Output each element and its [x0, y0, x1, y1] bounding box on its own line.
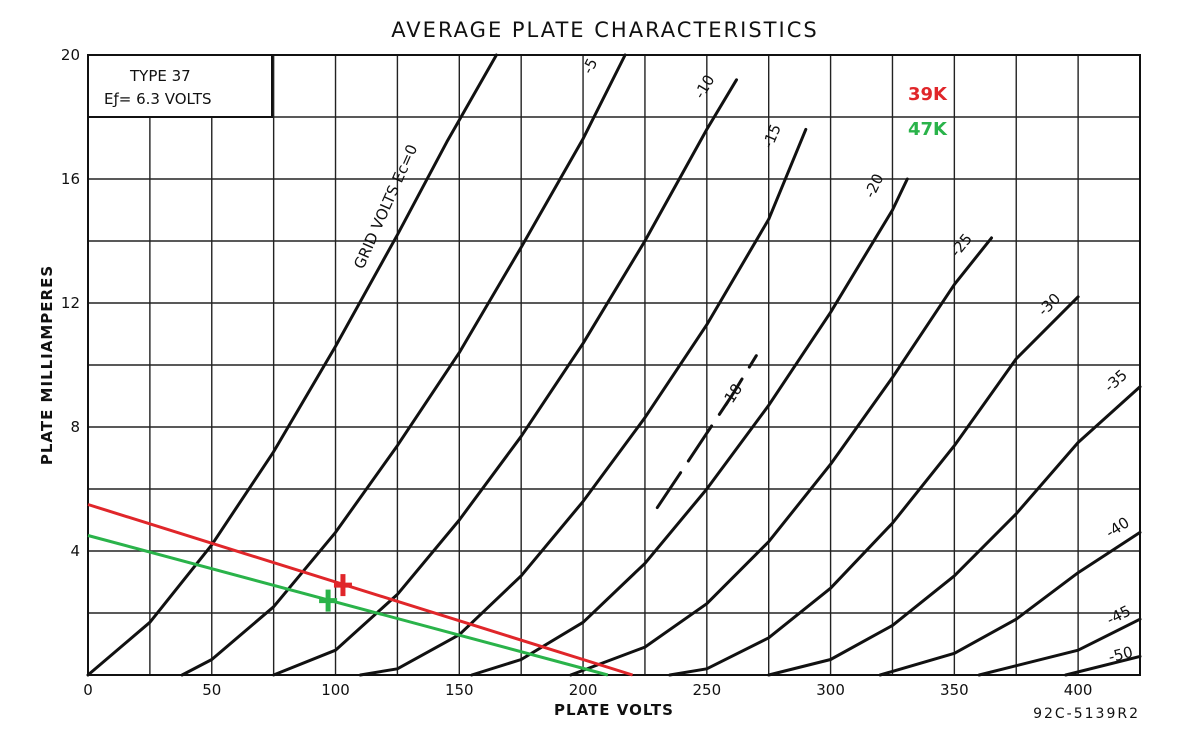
curve-label: -10 [690, 72, 718, 102]
x-tick-label: 350 [940, 681, 969, 699]
axis-ticks: 0 50 100 150 200 250 300 350 400 4 8 12 16 20 [61, 46, 1093, 699]
plate-curve-minus-5 [180, 53, 627, 677]
plate-curve-minus-45 [977, 617, 1142, 677]
x-tick-label: 250 [693, 681, 722, 699]
info-box-frame [87, 54, 273, 118]
plate-curve-minus-40 [878, 530, 1142, 677]
curve-label: -18 [718, 380, 747, 410]
curve-label: -15 [759, 121, 785, 151]
curve-label: -25 [947, 230, 976, 260]
x-tick-label: 0 [83, 681, 93, 699]
y-tick-label: 12 [61, 294, 80, 312]
plate-curve-minus-18 [655, 354, 758, 510]
plate-curve-ec-0 [86, 53, 498, 677]
operating-point-47k [319, 589, 338, 612]
x-tick-label: 200 [569, 681, 598, 699]
plate-curves [86, 53, 1142, 677]
curve-label: -5 [579, 55, 602, 76]
operating-point-39k [333, 574, 352, 597]
x-tick-label: 150 [445, 681, 474, 699]
legend-39k: 39K [908, 84, 948, 105]
figure-code: 92C-5139R2 [1033, 706, 1140, 722]
curve-label: -40 [1102, 513, 1132, 541]
chart-title: AVERAGE PLATE CHARACTERISTICS [391, 18, 818, 42]
y-axis-label: PLATE MILLIAMPERES [38, 265, 56, 465]
curve-labels: -5-10-15-18-20-25-30-35-40-45-50 [579, 55, 1135, 666]
plate-curve-minus-15 [358, 127, 808, 677]
y-tick-label: 20 [61, 46, 80, 64]
y-tick-label: 16 [61, 170, 80, 188]
load-line-39k [87, 503, 634, 677]
plate-curve-minus-30 [668, 295, 1080, 677]
x-tick-label: 100 [321, 681, 350, 699]
curve-label: -20 [861, 171, 888, 201]
tube-type-label: TYPE 37 [129, 67, 191, 85]
curve-label: -35 [1101, 366, 1131, 396]
y-tick-label: 4 [70, 542, 80, 560]
y-tick-label: 8 [70, 418, 80, 436]
x-tick-label: 300 [816, 681, 845, 699]
plate-curve-minus-25 [569, 236, 993, 677]
x-tick-label: 50 [202, 681, 221, 699]
load-lines [87, 503, 634, 677]
load-line-47k [87, 534, 609, 677]
info-box: TYPE 37 Eƒ= 6.3 VOLTS [87, 54, 273, 118]
grid-volts-caption: GRID VOLTS Ec=0 [350, 142, 421, 272]
legend-47k: 47K [908, 119, 948, 140]
x-tick-label: 400 [1064, 681, 1093, 699]
filament-voltage-label: Eƒ= 6.3 VOLTS [104, 90, 212, 108]
plate-curve-minus-35 [767, 385, 1142, 677]
curve-label: -50 [1107, 643, 1135, 666]
plate-curve-minus-10 [272, 78, 738, 677]
x-axis-label: PLATE VOLTS [554, 701, 674, 719]
plot-frame [87, 54, 1141, 676]
grid-lines [87, 54, 1141, 676]
plate-curve-minus-50 [1064, 654, 1142, 677]
